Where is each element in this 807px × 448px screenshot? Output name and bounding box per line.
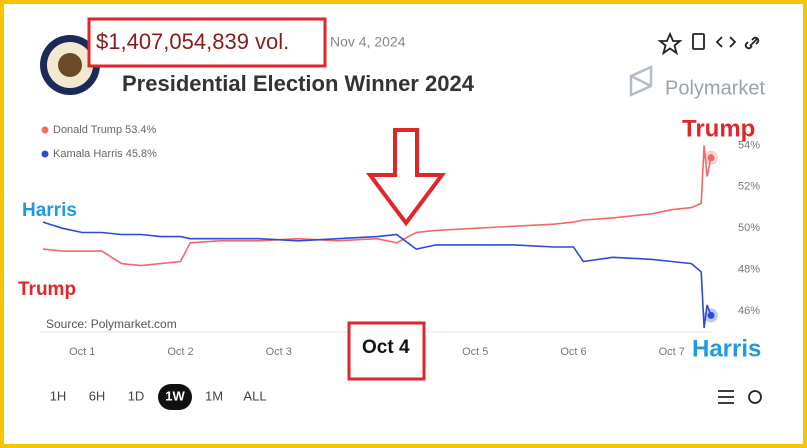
x-tick-label: Oct 3 xyxy=(266,346,292,358)
annotation: Oct 4 xyxy=(362,337,410,358)
legend-dot xyxy=(41,150,49,158)
legend-dot xyxy=(41,126,49,134)
chart-title: Presidential Election Winner 2024 xyxy=(122,71,475,96)
x-tick-label: Oct 6 xyxy=(560,346,586,358)
series-line xyxy=(42,221,712,329)
annotation: Trump xyxy=(682,115,755,142)
x-tick-label: Oct 2 xyxy=(167,346,193,358)
range-button[interactable]: 6H xyxy=(89,388,106,403)
end-dot xyxy=(707,311,715,319)
seal xyxy=(40,35,100,95)
filter-icon[interactable] xyxy=(718,390,734,404)
end-dot xyxy=(707,154,715,162)
annotation: Harris xyxy=(692,335,761,362)
x-tick-label: Oct 5 xyxy=(462,346,488,358)
volume-box xyxy=(87,17,327,68)
y-tick-label: 48% xyxy=(738,264,760,276)
header-icons[interactable] xyxy=(657,31,760,56)
volume: $1,407,054,839 vol. xyxy=(96,29,289,54)
range-button[interactable]: 1H xyxy=(50,388,67,403)
y-tick-label: 52% xyxy=(738,181,760,193)
gear-icon[interactable] xyxy=(748,390,762,404)
settings-icons[interactable] xyxy=(718,390,762,404)
star-icon[interactable] xyxy=(657,31,683,56)
brand-logo xyxy=(629,65,653,97)
annotation: Trump xyxy=(18,279,76,300)
legend-label: Donald Trump 53.4% xyxy=(53,124,157,136)
legend-label: Kamala Harris 45.8% xyxy=(53,148,157,160)
brand: Polymarket xyxy=(665,77,765,99)
y-tick-label: 54% xyxy=(738,139,760,151)
x-tick-label: Oct 7 xyxy=(659,346,685,358)
y-tick-label: 50% xyxy=(738,222,760,234)
x-tick-label: Oct 1 xyxy=(69,346,95,358)
annotation: Harris xyxy=(22,200,77,221)
range-button[interactable]: ALL xyxy=(243,388,266,403)
range-buttons[interactable]: 1H 6H 1D 1W 1M ALL xyxy=(50,384,267,410)
annotation-box xyxy=(347,321,426,381)
source: Source: Polymarket.com xyxy=(46,317,177,331)
range-selected[interactable] xyxy=(158,384,192,410)
y-tick-label: 46% xyxy=(738,305,760,317)
range-button[interactable]: 1W xyxy=(165,388,185,403)
range-button[interactable]: 1M xyxy=(205,388,223,403)
doc-icon[interactable] xyxy=(692,33,705,50)
range-button[interactable]: 1D xyxy=(128,388,145,403)
code-icon[interactable] xyxy=(715,36,737,48)
series-line xyxy=(42,145,712,267)
date: Nov 4, 2024 xyxy=(330,34,406,50)
link-icon[interactable] xyxy=(744,36,760,50)
plot: 46% 48% 50% 52% 54% Oct 1 Oct 2 Oct 3 Oct 5 Oct 6… xyxy=(18,115,761,381)
arrow xyxy=(366,128,446,227)
